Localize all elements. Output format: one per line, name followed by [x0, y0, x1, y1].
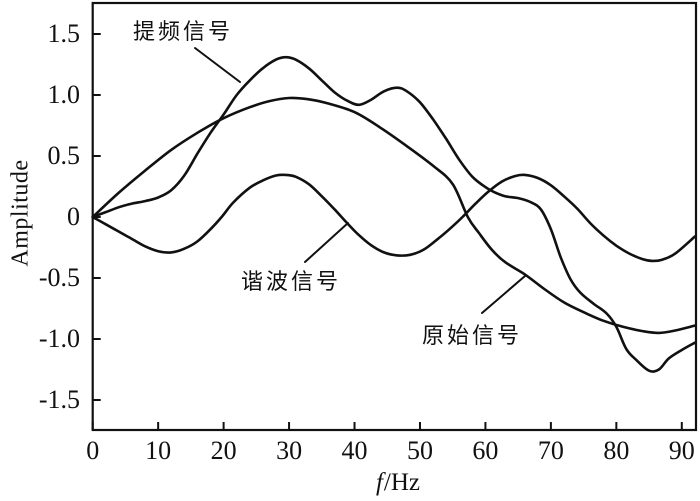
annotation-label-1: 谐波信号 [241, 269, 342, 294]
y-tick-label: -0.5 [38, 263, 80, 292]
y-tick-label: 1.5 [47, 19, 81, 48]
x-axis-title-symbol: f [375, 469, 383, 496]
x-tick-label: 20 [210, 436, 237, 465]
series-curve-0 [91, 55, 697, 373]
x-tick-label: 80 [603, 436, 630, 465]
x-tick-label: 70 [537, 436, 564, 465]
x-tick-label: 60 [472, 436, 499, 465]
x-tick-label: 40 [341, 436, 368, 465]
plot-border [91, 1, 698, 432]
x-tick-label: 50 [406, 436, 433, 465]
annotation-leader-line [481, 275, 526, 314]
annotation-label-2: 原始信号 [422, 323, 523, 348]
y-tick-label: 0.5 [47, 141, 81, 170]
y-tick-label: 1.0 [47, 80, 81, 109]
annotation-leader-line [194, 47, 241, 83]
x-axis-title-unit: /Hz [383, 469, 421, 496]
y-tick-label: -1.5 [38, 385, 80, 414]
annotation-label-0: 提频信号 [133, 19, 234, 44]
y-tick-label: 0 [67, 202, 80, 231]
series-curve-2 [91, 173, 697, 263]
x-tick-label: 30 [276, 436, 303, 465]
x-tick-label: 0 [86, 436, 100, 465]
annotation-leader-line [304, 222, 349, 263]
x-axis-title: f/Hz [376, 469, 420, 497]
x-tick-label: 10 [145, 436, 172, 465]
y-tick-label: -1.0 [38, 324, 80, 353]
series-curve-1 [91, 96, 697, 335]
x-tick-label: 90 [668, 436, 695, 465]
